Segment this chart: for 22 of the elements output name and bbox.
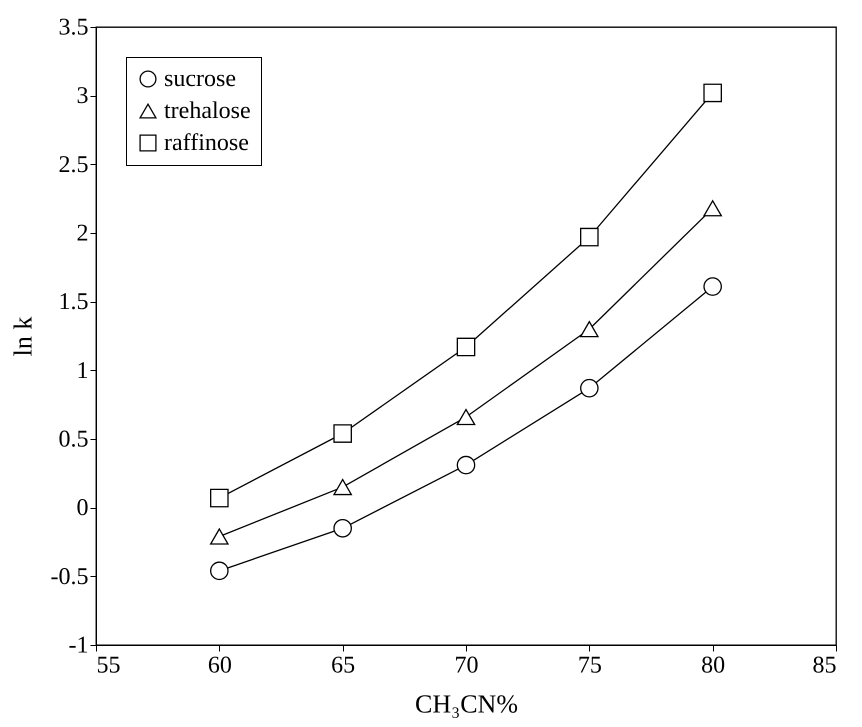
x-tick-label: 55 [96, 652, 120, 678]
x-axis-title: CH₃CN% [415, 690, 518, 718]
y-axis-title: ln k [8, 316, 38, 356]
y-tick-label: 1 [76, 358, 88, 384]
y-tick-label: 0.5 [58, 426, 88, 452]
y-tick-label: 0 [76, 495, 88, 522]
y-tick-label: 2 [76, 220, 88, 246]
legend-label: raffinose [164, 130, 249, 156]
legend-label: trehalose [164, 98, 251, 124]
y-tick-label: -0.5 [50, 564, 88, 590]
y-tick-label: 2.5 [58, 152, 88, 178]
legend-label: sucrose [164, 66, 236, 92]
x-tick-label: 65 [331, 652, 356, 678]
y-tick-label: -1 [68, 632, 88, 658]
x-tick-label: 85 [812, 652, 836, 678]
x-tick-label: 60 [208, 652, 232, 678]
x-tick-label: 75 [578, 652, 602, 678]
y-tick-label: 3.5 [58, 14, 88, 40]
y-tick-label: 3 [76, 83, 88, 110]
x-tick-label: 80 [701, 652, 726, 678]
x-tick-label: 70 [454, 652, 478, 678]
y-tick-label: 1.5 [58, 289, 88, 316]
